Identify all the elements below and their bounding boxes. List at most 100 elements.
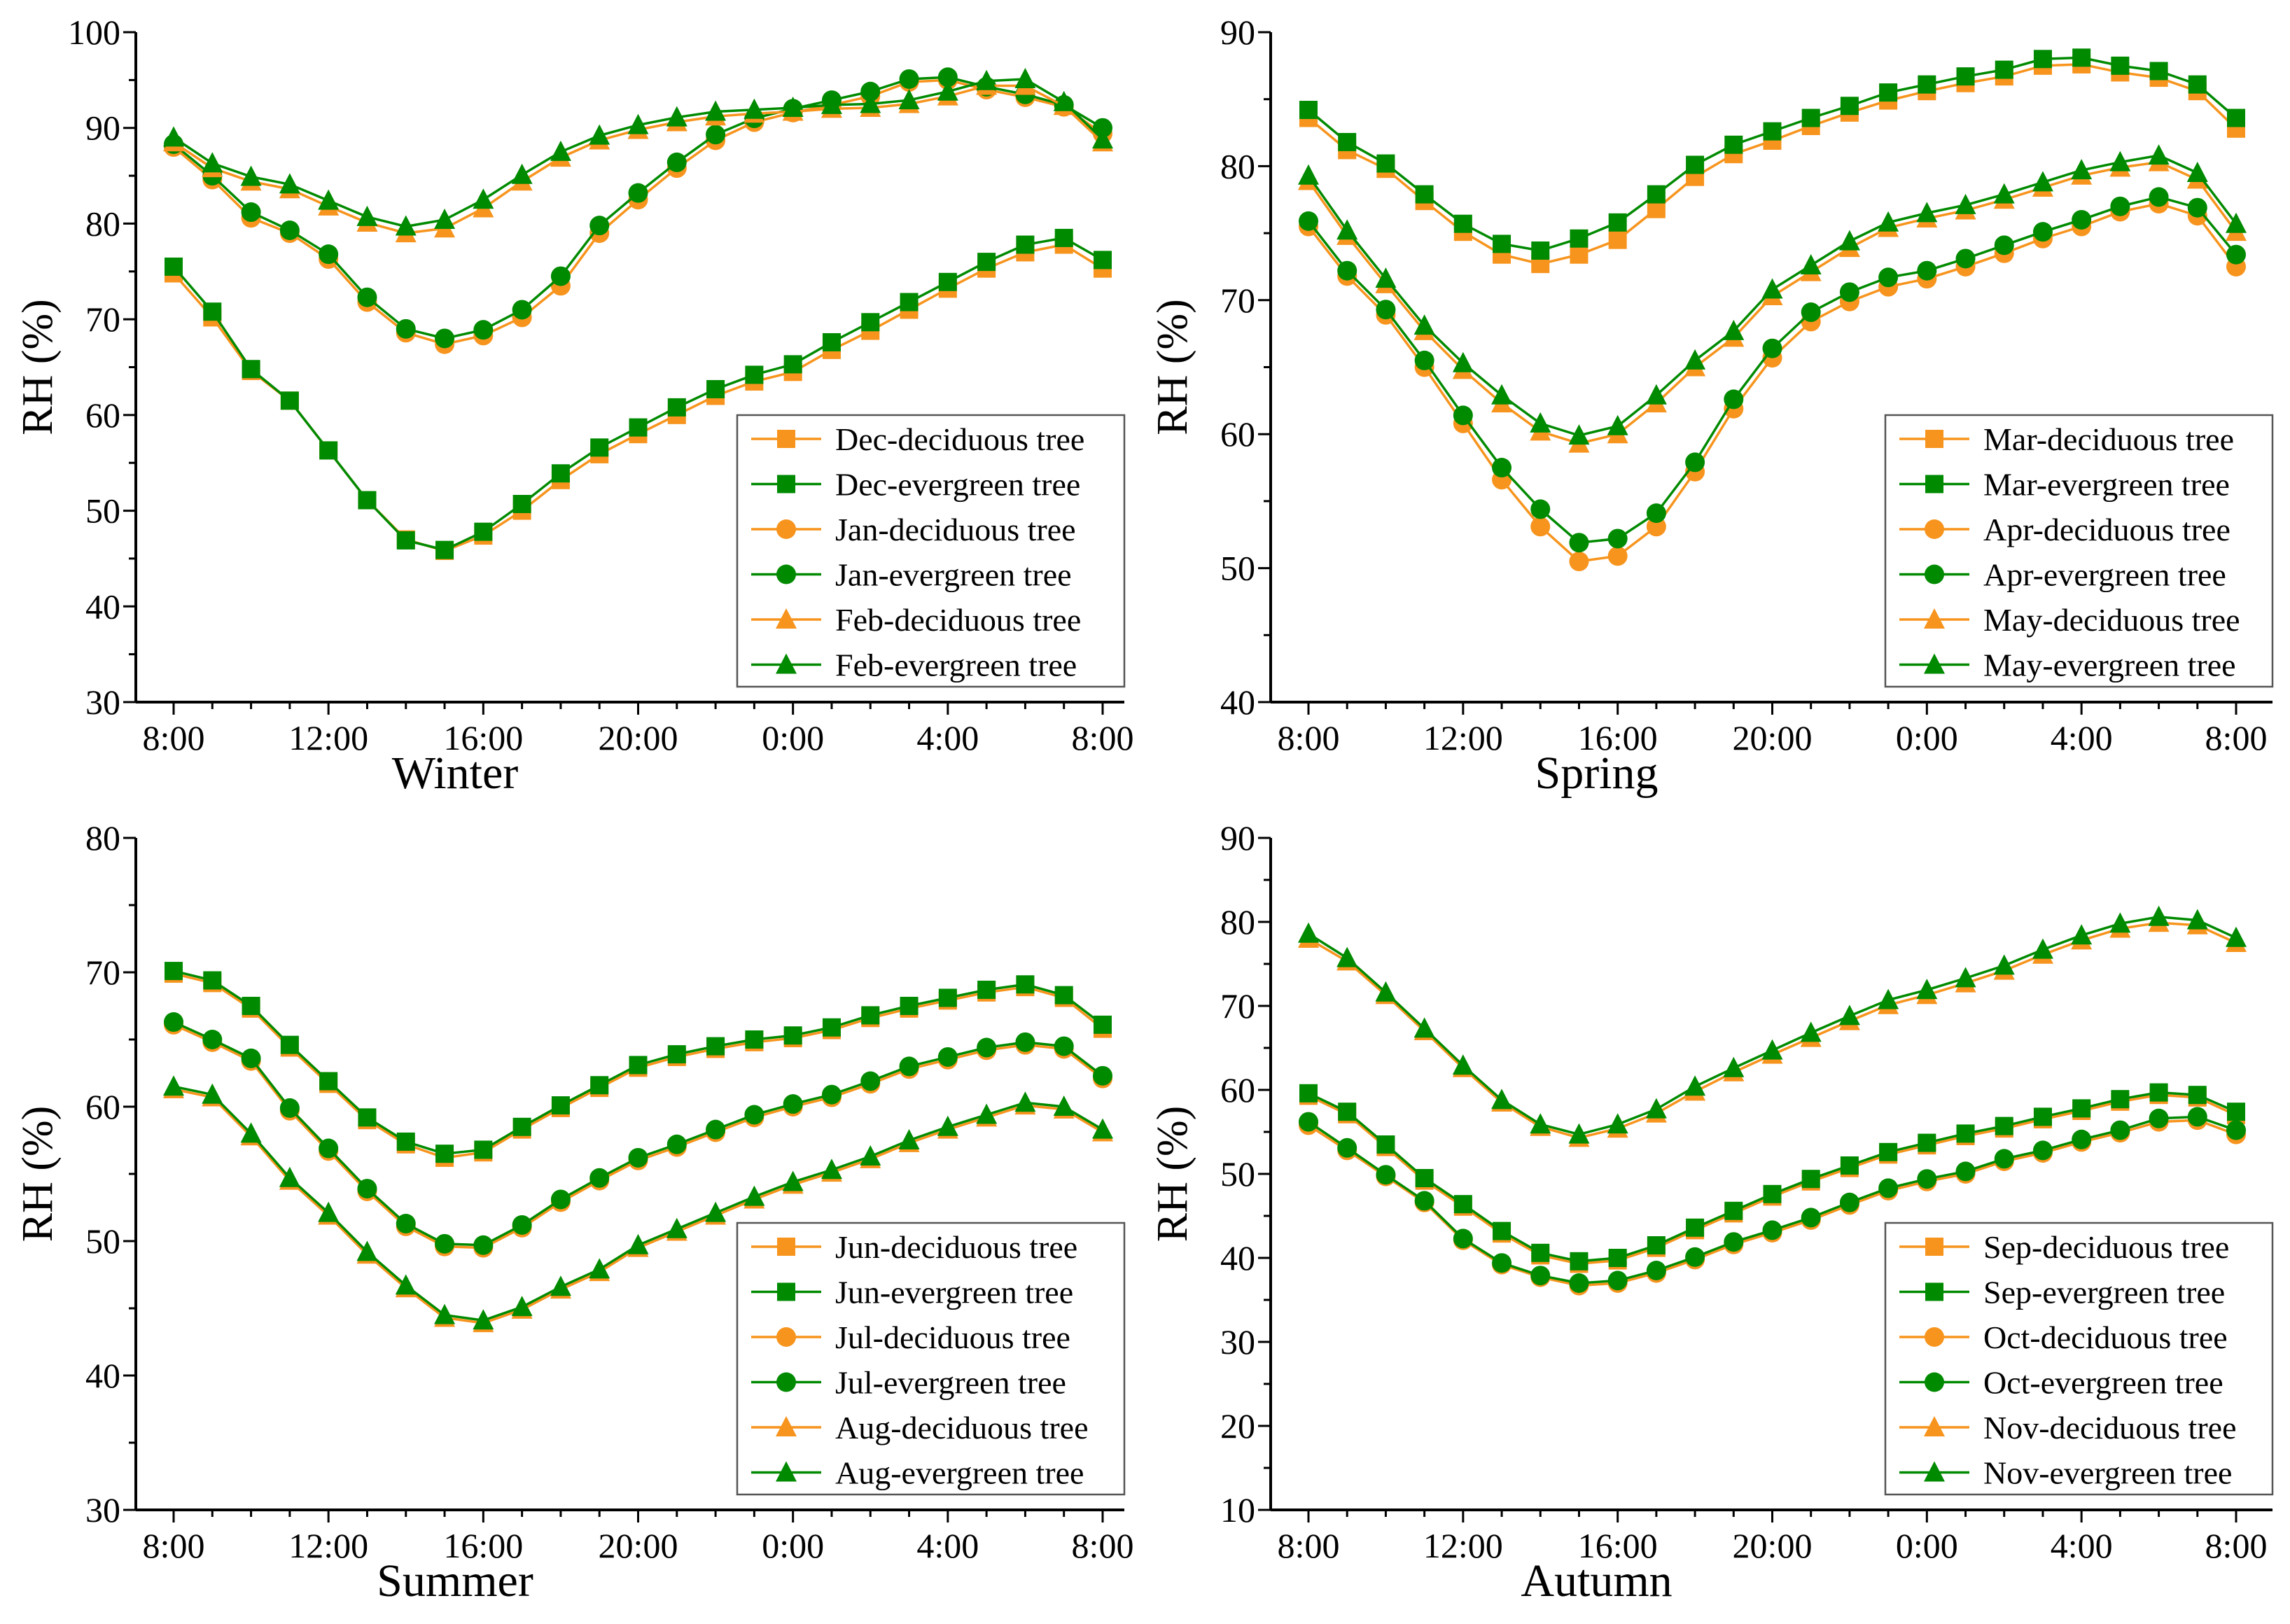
legend-marker	[1925, 1327, 1944, 1347]
data-point	[2032, 222, 2053, 242]
data-point	[1492, 1253, 1512, 1273]
data-point	[2187, 1107, 2207, 1127]
legend-marker	[1925, 430, 1943, 448]
x-tick-label: 12:00	[288, 718, 368, 757]
x-tick-label: 8:00	[2205, 718, 2268, 757]
data-point	[861, 1006, 880, 1025]
chart-panel-spring: 40 50 60 70 80 90 8:00 12:00 16:00 20:00 0:00 4:00 8…	[1149, 13, 2274, 799]
legend-label: May-deciduous tree	[1983, 602, 2240, 638]
data-point	[1569, 552, 1589, 572]
y-tick-label: 50	[1220, 549, 1255, 588]
data-point	[473, 1235, 494, 1255]
data-point	[551, 1096, 570, 1115]
legend-box	[1884, 1222, 2274, 1496]
legend-marker	[776, 519, 796, 539]
data-point	[1015, 1032, 1035, 1052]
data-point	[240, 165, 262, 186]
y-tick-label: 40	[1220, 682, 1255, 722]
data-point	[667, 1045, 686, 1064]
y-axis-title: RH (%)	[14, 299, 62, 435]
series-mar-evergreen-tree	[1299, 48, 2245, 260]
data-point	[1993, 183, 2015, 204]
legend-marker	[777, 1238, 795, 1256]
data-point	[1801, 1208, 1821, 1228]
data-point	[743, 1185, 765, 1206]
x-tick-label: 20:00	[599, 1526, 678, 1565]
data-point	[628, 1147, 648, 1168]
data-point	[2186, 161, 2208, 182]
data-point	[1645, 1098, 1667, 1119]
data-point	[666, 152, 687, 172]
data-point	[2072, 48, 2091, 67]
legend-marker	[776, 564, 796, 584]
x-tick-label: 4:00	[916, 718, 979, 757]
data-point	[434, 1303, 456, 1324]
legend-label: Apr-evergreen tree	[1983, 557, 2226, 593]
data-point	[396, 318, 416, 339]
data-point	[1336, 946, 1358, 967]
legend-marker	[777, 475, 795, 493]
data-point	[821, 93, 842, 114]
data-point	[1801, 108, 1820, 127]
data-point	[319, 1138, 339, 1158]
data-point	[1800, 1021, 1822, 1042]
data-point	[937, 1046, 958, 1067]
data-point	[1014, 67, 1036, 88]
data-point	[666, 1134, 687, 1154]
series-jul-evergreen-tree	[164, 1012, 1112, 1255]
series-line	[1308, 916, 2237, 1136]
x-tick-label: 0:00	[762, 718, 824, 757]
data-point	[1839, 282, 1859, 302]
data-point	[627, 113, 649, 134]
data-point	[1723, 319, 1745, 340]
x-tick-label: 16:00	[1578, 718, 1658, 757]
data-point	[822, 332, 841, 351]
data-point	[1607, 1113, 1628, 1134]
data-point	[977, 1037, 997, 1058]
y-tick-label: 80	[85, 818, 120, 858]
data-point	[2148, 144, 2170, 165]
data-point	[1337, 1138, 1357, 1158]
legend: Sep-deciduous tree Sep-evergreen tree Oct-…	[1884, 1222, 2274, 1496]
y-tick-label: 80	[85, 204, 120, 243]
data-point	[1053, 90, 1075, 111]
data-point	[2188, 75, 2207, 94]
data-point	[1531, 1243, 1550, 1262]
data-point	[356, 1240, 378, 1261]
data-point	[2149, 187, 2169, 207]
data-point	[1995, 60, 2013, 79]
legend-marker	[1925, 519, 1944, 539]
data-point	[1762, 1220, 1782, 1240]
data-point	[319, 244, 339, 265]
series-may-deciduous-tree	[1298, 150, 2247, 453]
data-point	[783, 1026, 802, 1045]
data-point	[589, 1258, 610, 1279]
data-point	[280, 391, 299, 410]
series-jan-evergreen-tree	[164, 67, 1112, 349]
legend-label: Jan-deciduous tree	[835, 512, 1076, 547]
legend-marker	[776, 1327, 796, 1347]
data-point	[706, 1119, 726, 1140]
data-point	[512, 1214, 532, 1235]
data-point	[1918, 1133, 1936, 1152]
data-point	[1415, 1169, 1434, 1187]
series-line	[1307, 63, 2237, 265]
data-point	[627, 1233, 649, 1254]
data-point	[357, 287, 377, 307]
data-point	[1376, 1135, 1395, 1154]
data-point	[976, 69, 998, 90]
legend-label: Nov-deciduous tree	[1983, 1410, 2237, 1446]
data-point	[1298, 922, 1319, 943]
data-point	[1094, 1015, 1112, 1034]
data-point	[1840, 1156, 1859, 1175]
data-point	[1684, 349, 1706, 370]
legend-marker	[777, 430, 795, 448]
data-point	[2226, 926, 2247, 947]
data-point	[589, 216, 610, 236]
data-point	[319, 1072, 338, 1091]
data-point	[937, 67, 958, 88]
data-point	[1299, 101, 1318, 120]
data-point	[898, 89, 920, 110]
legend-label: Jul-evergreen tree	[835, 1365, 1066, 1401]
x-tick-label: 12:00	[288, 1526, 368, 1565]
